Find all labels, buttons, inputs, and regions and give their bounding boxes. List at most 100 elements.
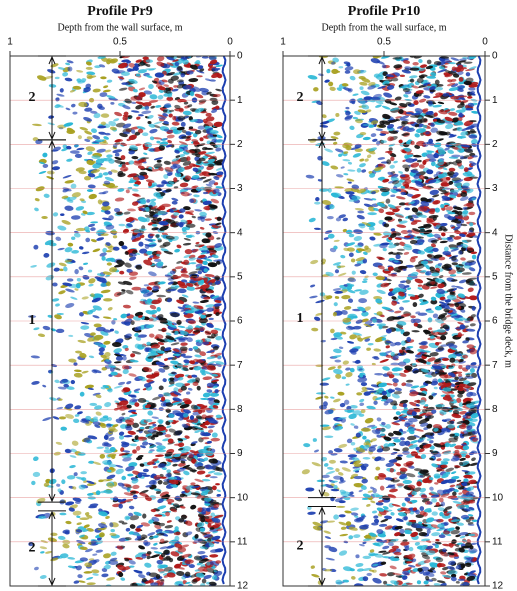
reflection (38, 170, 46, 174)
reflection (414, 278, 423, 284)
reflection (47, 171, 55, 175)
reflection (30, 264, 37, 268)
reflection (49, 397, 57, 402)
reflection (333, 368, 343, 375)
reflection (345, 383, 349, 386)
reflection (132, 188, 139, 192)
reflection (348, 454, 358, 458)
reflection (73, 418, 80, 423)
reflection (100, 76, 107, 79)
reflection (43, 193, 50, 198)
reflection (123, 304, 131, 308)
reflection (435, 208, 440, 213)
reflection (363, 278, 368, 281)
reflection (71, 103, 76, 108)
reflection (42, 384, 47, 387)
reflection (91, 128, 98, 134)
reflection (190, 262, 197, 264)
reflection (444, 123, 453, 130)
reflection (54, 379, 60, 383)
reflection (76, 228, 86, 232)
reflection (346, 326, 354, 331)
reflection (75, 565, 82, 572)
reflection (451, 471, 457, 475)
reflection (385, 345, 390, 349)
reflection (183, 242, 192, 245)
reflection (423, 223, 432, 229)
zone-label: 2 (29, 541, 36, 556)
reflection (62, 174, 71, 179)
reflection (330, 396, 335, 399)
reflection (86, 582, 95, 585)
reflection (46, 261, 56, 268)
reflection (103, 340, 111, 345)
reflection (202, 147, 208, 151)
reflection (76, 70, 83, 74)
reflection (419, 98, 427, 103)
reflection (121, 155, 126, 160)
reflection (121, 289, 126, 292)
reflection (47, 68, 56, 74)
reflection (353, 235, 362, 241)
reflection (350, 423, 355, 427)
reflection (311, 327, 318, 331)
reflection (347, 169, 355, 172)
reflection (143, 152, 148, 155)
reflection (91, 569, 99, 573)
reflection (147, 551, 152, 555)
reflection (97, 199, 103, 205)
reflection (349, 252, 354, 257)
reflection (324, 436, 333, 438)
reflection (105, 447, 110, 450)
reflection (106, 576, 116, 581)
reflection (313, 87, 319, 92)
reflection (118, 431, 124, 436)
panel-title: Profile Pr10 (348, 4, 420, 19)
reflection (153, 466, 158, 469)
reflection (131, 110, 140, 113)
reflection (58, 262, 67, 267)
reflection (114, 330, 119, 335)
reflection (350, 507, 359, 511)
reflection (400, 75, 405, 77)
reflection (359, 398, 365, 403)
reflection (40, 575, 47, 580)
reflection (363, 556, 372, 559)
y-tick-label: 7 (237, 360, 243, 371)
reflection (347, 247, 355, 252)
reflection (58, 289, 66, 295)
reflection (377, 157, 385, 160)
reflection (389, 565, 397, 570)
reflection (470, 323, 476, 327)
reflection (167, 520, 173, 523)
reflection (149, 333, 155, 338)
reflection (450, 274, 456, 277)
reflection (197, 271, 202, 275)
reflection (460, 257, 466, 261)
reflection (301, 468, 310, 475)
reflection (82, 274, 90, 280)
reflection (388, 143, 395, 147)
reflection (88, 193, 97, 200)
reflection (153, 121, 163, 126)
y-tick-label: 2 (237, 139, 243, 150)
reflection (428, 327, 433, 331)
reflection (401, 502, 406, 507)
reflection (359, 162, 367, 168)
reflection (409, 75, 418, 79)
reflection (31, 480, 36, 485)
reflection (84, 562, 92, 567)
reflection (311, 573, 320, 578)
reflection (319, 188, 329, 192)
reflection (201, 437, 209, 439)
reflection (121, 476, 126, 481)
reflection (140, 288, 148, 293)
reflection (150, 105, 155, 109)
reflection (86, 576, 94, 580)
reflection (60, 427, 67, 431)
reflection (207, 425, 214, 429)
reflection (451, 154, 461, 157)
reflection (80, 471, 87, 474)
reflection (366, 573, 372, 576)
reflection (156, 295, 166, 298)
